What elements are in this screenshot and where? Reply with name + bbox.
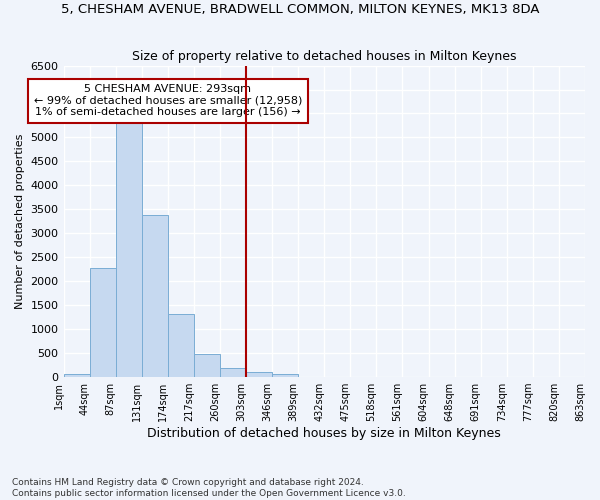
- Bar: [246, 372, 272, 377]
- Text: 5 CHESHAM AVENUE: 293sqm
← 99% of detached houses are smaller (12,958)
1% of sem: 5 CHESHAM AVENUE: 293sqm ← 99% of detach…: [34, 84, 302, 117]
- Title: Size of property relative to detached houses in Milton Keynes: Size of property relative to detached ho…: [132, 50, 517, 63]
- Bar: [220, 368, 246, 377]
- Bar: [194, 354, 220, 377]
- Bar: [168, 314, 194, 377]
- Y-axis label: Number of detached properties: Number of detached properties: [15, 134, 25, 309]
- Bar: [89, 268, 116, 377]
- X-axis label: Distribution of detached houses by size in Milton Keynes: Distribution of detached houses by size …: [148, 427, 501, 440]
- Text: Contains HM Land Registry data © Crown copyright and database right 2024.
Contai: Contains HM Land Registry data © Crown c…: [12, 478, 406, 498]
- Bar: [272, 374, 298, 377]
- Text: 5, CHESHAM AVENUE, BRADWELL COMMON, MILTON KEYNES, MK13 8DA: 5, CHESHAM AVENUE, BRADWELL COMMON, MILT…: [61, 2, 539, 16]
- Bar: [142, 214, 168, 377]
- Bar: [116, 116, 142, 377]
- Bar: [64, 374, 89, 377]
